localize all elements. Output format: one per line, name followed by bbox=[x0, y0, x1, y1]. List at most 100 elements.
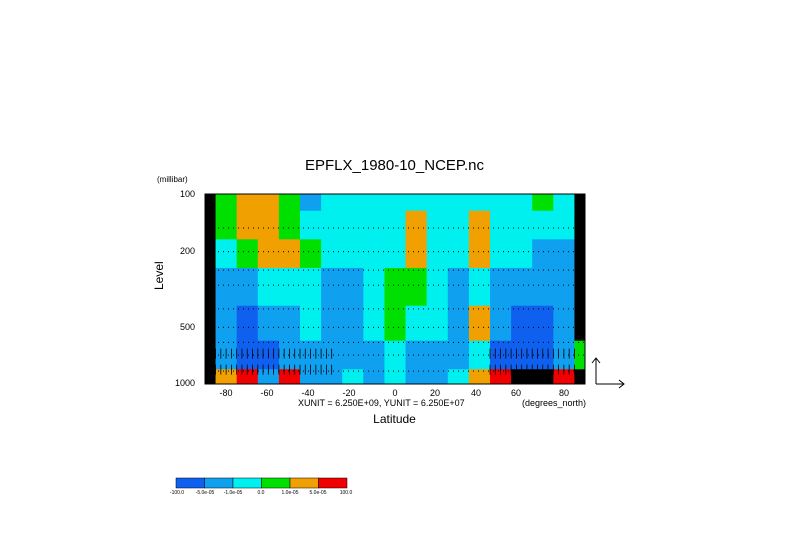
grid-dot bbox=[358, 354, 359, 356]
heatmap-cell bbox=[490, 239, 512, 269]
grid-dot bbox=[313, 341, 314, 343]
grid-dot bbox=[283, 341, 284, 343]
grid-dot bbox=[398, 308, 399, 310]
grid-dot bbox=[368, 354, 369, 356]
grid-dot bbox=[273, 269, 274, 271]
grid-dot bbox=[233, 227, 234, 229]
grid-dot bbox=[358, 341, 359, 343]
grid-dot bbox=[433, 341, 434, 343]
grid-dot bbox=[428, 326, 429, 328]
grid-dot bbox=[513, 308, 514, 310]
heatmap-cell bbox=[321, 239, 343, 269]
x-tick-label: 40 bbox=[470, 388, 481, 398]
grid-dot bbox=[273, 251, 274, 253]
heatmap-cell bbox=[363, 239, 385, 269]
grid-dot bbox=[453, 251, 454, 253]
grid-dot bbox=[488, 284, 489, 286]
grid-dot bbox=[368, 341, 369, 343]
grid-dot bbox=[253, 227, 254, 229]
heatmap-cell bbox=[405, 305, 428, 342]
grid-dot bbox=[338, 284, 339, 286]
grid-dot bbox=[533, 227, 534, 229]
heatmap-cell bbox=[363, 369, 385, 385]
grid-dot bbox=[483, 326, 484, 328]
grid-dot bbox=[433, 354, 434, 356]
grid-dot bbox=[553, 308, 554, 310]
grid-dot bbox=[283, 284, 284, 286]
grid-dot bbox=[543, 227, 544, 229]
grid-dot bbox=[438, 308, 439, 310]
grid-dot bbox=[463, 326, 464, 328]
grid-dot bbox=[298, 341, 299, 343]
colorbar-swatch bbox=[232, 477, 262, 489]
grid-dot bbox=[413, 341, 414, 343]
heatmap-cell bbox=[278, 194, 301, 212]
grid-dot bbox=[348, 308, 349, 310]
grid-dot bbox=[553, 354, 554, 356]
grid-dot bbox=[473, 284, 474, 286]
grid-dot bbox=[513, 326, 514, 328]
grid-dot bbox=[338, 341, 339, 343]
grid-dot bbox=[243, 251, 244, 253]
grid-dot bbox=[323, 284, 324, 286]
grid-dot bbox=[378, 284, 379, 286]
grid-dot bbox=[443, 354, 444, 356]
grid-dot bbox=[558, 227, 559, 229]
grid-dot bbox=[453, 354, 454, 356]
grid-dot bbox=[493, 284, 494, 286]
grid-dot bbox=[453, 326, 454, 328]
colorbar-tick-label: 0.0 bbox=[257, 490, 265, 496]
grid-dot bbox=[543, 370, 544, 372]
grid-dot bbox=[468, 284, 469, 286]
grid-dot bbox=[328, 269, 329, 271]
grid-dot bbox=[353, 341, 354, 343]
grid-dot bbox=[538, 269, 539, 271]
grid-dot bbox=[228, 341, 229, 343]
grid-dot bbox=[478, 354, 479, 356]
grid-dot bbox=[488, 326, 489, 328]
grid-dot bbox=[233, 269, 234, 271]
grid-dot bbox=[268, 269, 269, 271]
grid-dot bbox=[438, 227, 439, 229]
grid-dot bbox=[323, 227, 324, 229]
x-tick-label: -20 bbox=[342, 388, 356, 398]
grid-dot bbox=[423, 326, 424, 328]
grid-dot bbox=[548, 341, 549, 343]
grid-dot bbox=[513, 227, 514, 229]
grid-dot bbox=[293, 354, 294, 356]
grid-dot bbox=[543, 354, 544, 356]
grid-dot bbox=[343, 308, 344, 310]
grid-dot bbox=[438, 269, 439, 271]
grid-dot bbox=[578, 227, 579, 229]
grid-dot bbox=[278, 308, 279, 310]
grid-dot bbox=[408, 308, 409, 310]
grid-dot bbox=[318, 284, 319, 286]
heatmap-cell bbox=[405, 194, 428, 212]
grid-dot bbox=[383, 308, 384, 310]
grid-dot bbox=[288, 269, 289, 271]
grid-dot bbox=[333, 326, 334, 328]
grid-dot bbox=[263, 370, 264, 372]
x-tick-label: -60 bbox=[260, 388, 274, 398]
grid-dot bbox=[263, 326, 264, 328]
grid-dot bbox=[393, 354, 394, 356]
grid-dot bbox=[368, 227, 369, 229]
grid-dot bbox=[488, 341, 489, 343]
grid-dot bbox=[298, 284, 299, 286]
grid-dot bbox=[223, 354, 224, 356]
grid-dot bbox=[473, 354, 474, 356]
grid-dot bbox=[463, 308, 464, 310]
grid-dot bbox=[213, 326, 214, 328]
heatmap-cell bbox=[321, 210, 343, 240]
grid-dot bbox=[218, 269, 219, 271]
grid-dot bbox=[373, 227, 374, 229]
grid-dot bbox=[538, 370, 539, 372]
grid-dot bbox=[253, 354, 254, 356]
grid-dot bbox=[323, 251, 324, 253]
grid-dot bbox=[578, 284, 579, 286]
grid-dot bbox=[408, 284, 409, 286]
grid-dot bbox=[253, 308, 254, 310]
grid-dot bbox=[418, 354, 419, 356]
heatmap-cell bbox=[342, 239, 364, 269]
heatmap-cell bbox=[553, 305, 575, 342]
